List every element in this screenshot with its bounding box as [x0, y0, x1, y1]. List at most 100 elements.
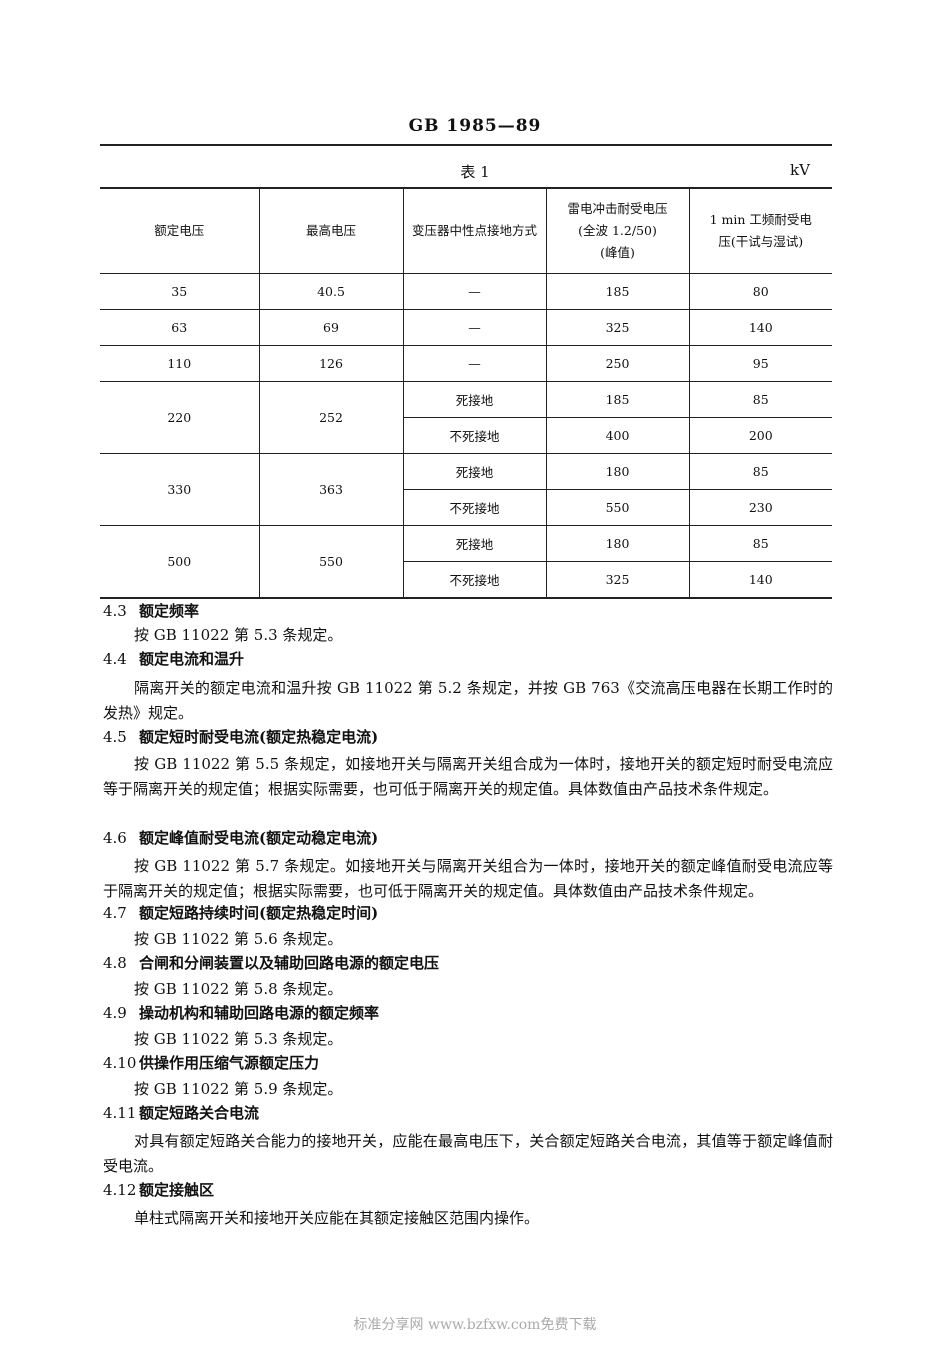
section-heading: 4.9 操动机构和辅助回路电源的额定频率	[103, 1002, 379, 1023]
column-header: 变压器中性点接地方式	[402, 187, 547, 274]
table-row: 330 363 死接地 180 85	[100, 453, 832, 526]
grounding-mode-cell: —	[402, 345, 547, 382]
section-body: 按 GB 11022 第 5.8 条规定。	[134, 980, 343, 998]
section-body: 按 GB 11022 第 5.3 条规定。	[134, 626, 343, 644]
section-title: 额定频率	[139, 602, 200, 620]
table-unit: kV	[790, 161, 810, 179]
section-heading: 4.11 额定短路关合电流	[103, 1102, 259, 1123]
rated-voltage-cell: 500	[100, 525, 260, 599]
power-frequency-voltage-cell: 85	[688, 453, 832, 490]
section-body: 对具有额定短路关合能力的接地开关，应能在最高电压下，关合额定短路关合电流，其值等…	[103, 1132, 833, 1175]
section-body: 单柱式隔离开关和接地开关应能在其额定接触区范围内操作。	[134, 1209, 540, 1227]
section-body: 按 GB 11022 第 5.7 条规定。如接地开关与隔离开关组合为一体时，接地…	[103, 857, 833, 900]
section-title: 操动机构和辅助回路电源的额定频率	[139, 1004, 380, 1022]
impulse-voltage-cell: 185	[545, 273, 690, 310]
rated-voltage-cell: 220	[100, 381, 260, 454]
impulse-voltage-cell: 325	[545, 561, 690, 599]
column-header: 最高电压	[258, 187, 404, 274]
rated-voltage-cell: 110	[100, 345, 260, 382]
grounding-mode-cell: —	[402, 309, 547, 346]
table-row: 不死接地 550 230	[100, 489, 832, 526]
max-voltage-cell: 40.5	[258, 273, 404, 310]
column-header-text: 1 min 工频耐受电 压(干试与湿试)	[709, 212, 812, 249]
power-frequency-voltage-cell: 140	[688, 309, 832, 346]
section-body: 按 GB 11022 第 5.5 条规定，如接地开关与隔离开关组合成为一体时，接…	[103, 755, 833, 798]
column-header-text: 雷电冲击耐受电压 (全波 1.2/50) (峰值)	[567, 201, 668, 260]
column-header: 额定电压	[100, 187, 260, 274]
table-title: 表 1	[460, 163, 490, 181]
section-title: 额定短时耐受电流(额定热稳定电流)	[139, 728, 379, 746]
section-number: 4.3	[103, 602, 127, 620]
max-voltage-cell: 69	[258, 309, 404, 346]
section-title: 合闸和分闸装置以及辅助回路电源的额定电压	[139, 954, 440, 972]
section-number: 4.10	[103, 1054, 137, 1072]
section-heading: 4.5 额定短时耐受电流(额定热稳定电流)	[103, 726, 378, 747]
section-title: 供操作用压缩气源额定压力	[139, 1054, 320, 1072]
section-body: 按 GB 11022 第 5.6 条规定。	[134, 930, 343, 948]
grounding-mode-cell: 不死接地	[402, 489, 547, 526]
power-frequency-voltage-cell: 200	[688, 417, 832, 454]
impulse-voltage-cell: 550	[545, 489, 690, 526]
table-header-row: 额定电压 最高电压 变压器中性点接地方式 雷电冲击耐受电压 (全波 1.2/50) (…	[100, 187, 832, 274]
table-row: 220 252 死接地 185 85	[100, 381, 832, 454]
impulse-voltage-cell: 400	[545, 417, 690, 454]
power-frequency-voltage-cell: 230	[688, 489, 832, 526]
section-heading: 4.10 供操作用压缩气源额定压力	[103, 1052, 319, 1073]
max-voltage-cell: 363	[258, 453, 404, 526]
section-title: 额定短路关合电流	[139, 1104, 260, 1122]
table-row: 不死接地 400 200	[100, 417, 832, 454]
header-rule	[100, 144, 832, 146]
section-heading: 4.3 额定频率	[103, 600, 199, 621]
rated-voltage-cell: 35	[100, 273, 260, 310]
column-header-text: 最高电压	[305, 223, 356, 238]
table-row: 500 550 死接地 180 85	[100, 525, 832, 599]
grounding-mode-cell: 死接地	[402, 525, 547, 562]
section-heading: 4.4 额定电流和温升	[103, 648, 244, 669]
table-row: 63 69—325 140	[100, 309, 832, 346]
max-voltage-cell: 252	[258, 381, 404, 454]
section-heading: 4.7 额定短路持续时间(额定热稳定时间)	[103, 902, 378, 923]
rated-voltage-cell: 63	[100, 309, 260, 346]
section-heading: 4.6 额定峰值耐受电流(额定动稳定电流)	[103, 827, 378, 848]
section-heading: 4.12 额定接触区	[103, 1179, 214, 1200]
impulse-voltage-cell: 250	[545, 345, 690, 382]
column-header-text: 变压器中性点接地方式	[411, 223, 537, 238]
column-header: 1 min 工频耐受电 压(干试与湿试)	[688, 187, 832, 274]
watermark: 标准分享网 www.bzfxw.com免费下载	[353, 1317, 597, 1333]
power-frequency-voltage-cell: 85	[688, 525, 832, 562]
section-number: 4.5	[103, 728, 127, 746]
section-title: 额定电流和温升	[139, 650, 245, 668]
max-voltage-cell: 550	[258, 525, 404, 599]
grounding-mode-cell: —	[402, 273, 547, 310]
section-body: 隔离开关的额定电流和温升按 GB 11022 第 5.2 条规定，并按 GB 7…	[103, 679, 833, 722]
impulse-voltage-cell: 180	[545, 525, 690, 562]
section-title: 额定短路持续时间(额定热稳定时间)	[139, 904, 379, 922]
column-header: 雷电冲击耐受电压 (全波 1.2/50) (峰值)	[545, 187, 690, 274]
section-title: 额定接触区	[139, 1181, 215, 1199]
section-number: 4.6	[103, 829, 127, 847]
voltage-table: 额定电压 最高电压 变压器中性点接地方式 雷电冲击耐受电压 (全波 1.2/50) (…	[100, 187, 832, 599]
section-number: 4.8	[103, 954, 127, 972]
section-title: 额定峰值耐受电流(额定动稳定电流)	[139, 829, 379, 847]
section-body: 按 GB 11022 第 5.9 条规定。	[134, 1080, 343, 1098]
section-number: 4.12	[103, 1181, 137, 1199]
impulse-voltage-cell: 325	[545, 309, 690, 346]
section-heading: 4.8 合闸和分闸装置以及辅助回路电源的额定电压	[103, 952, 439, 973]
table-row: 110 126—250 95	[100, 345, 832, 382]
section-number: 4.9	[103, 1004, 127, 1022]
section-body: 按 GB 11022 第 5.3 条规定。	[134, 1030, 343, 1048]
power-frequency-voltage-cell: 85	[688, 381, 832, 418]
column-header-text: 额定电压	[154, 223, 205, 238]
rated-voltage-cell: 330	[100, 453, 260, 526]
impulse-voltage-cell: 180	[545, 453, 690, 490]
max-voltage-cell: 126	[258, 345, 404, 382]
power-frequency-voltage-cell: 80	[688, 273, 832, 310]
grounding-mode-cell: 死接地	[402, 453, 547, 490]
section-number: 4.4	[103, 650, 127, 668]
table-row: 不死接地 325 140	[100, 561, 832, 599]
power-frequency-voltage-cell: 95	[688, 345, 832, 382]
document-code: GB 1985—89	[408, 116, 542, 136]
impulse-voltage-cell: 185	[545, 381, 690, 418]
grounding-mode-cell: 死接地	[402, 381, 547, 418]
grounding-mode-cell: 不死接地	[402, 417, 547, 454]
